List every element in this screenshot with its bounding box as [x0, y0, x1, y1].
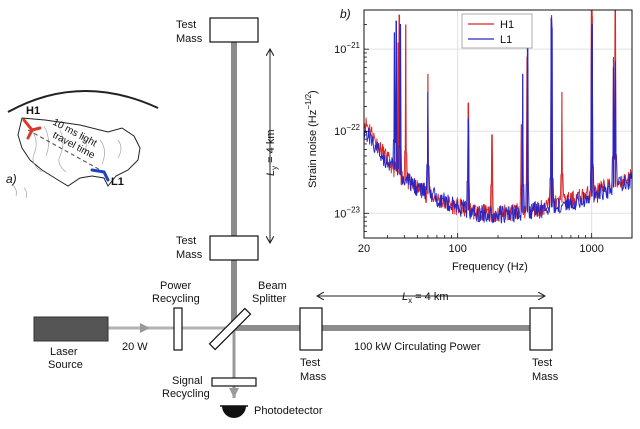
signal-recycling-label-1: Signal: [172, 375, 203, 387]
signal-recycling-label-2: Recycling: [162, 388, 210, 400]
test-mass-left-x: [299, 307, 323, 351]
globe-horizon-arc: [7, 89, 159, 113]
l1-site-label: L1: [111, 176, 124, 188]
laser-source-label-1: Laser: [50, 346, 78, 358]
terrain-relief: [11, 125, 122, 199]
power-recycling-label-2: Recycling: [152, 293, 200, 305]
legend-box: [461, 13, 533, 49]
panel-label-a: a): [6, 172, 17, 186]
us-map-panel: 10 ms light travel time H1 L1 a): [6, 89, 159, 199]
chart-series: [364, 10, 632, 224]
series-line-h1: [364, 10, 632, 223]
chart-y-axis-label: Strain noise (Hz−1/2): [304, 90, 319, 188]
circulating-power-label: 100 kW Circulating Power: [354, 341, 481, 353]
chart-x-axis-label: Frequency (Hz): [452, 261, 528, 273]
photodetector-icon: [222, 406, 246, 418]
lx-label: Lx = 4 km: [402, 291, 449, 305]
test-mass-middle-label-2: Mass: [176, 249, 203, 261]
panel-label-b: b): [340, 7, 351, 21]
test-mass-end-x-label-2: Mass: [532, 371, 559, 383]
power-recycling-label-1: Power: [160, 280, 192, 292]
ly-label: Ly = 4 km: [265, 130, 279, 177]
laser-source: [33, 316, 109, 342]
laser-source-label-2: Source: [48, 359, 83, 371]
strain-noise-chart: b) 20 100 1000 10−23 10−22 10−21 Frequency (H…: [304, 7, 633, 273]
test-mass-top-label-2: Mass: [176, 33, 203, 45]
photodetector-label: Photodetector: [254, 405, 323, 417]
y-tick-label: 10−21: [334, 41, 360, 56]
output-beam-arrow: [229, 388, 239, 398]
chart-legend: H1 L1: [461, 13, 533, 49]
test-mass-left-x-label-2: Mass: [300, 371, 327, 383]
signal-recycling-mirror: [211, 377, 257, 387]
h1-site-label: H1: [26, 105, 40, 117]
y-tick-label: 10−23: [334, 205, 360, 220]
x-tick-label: 20: [358, 243, 370, 255]
test-mass-top-label-1: Test: [176, 19, 196, 31]
test-mass-middle-label-1: Test: [176, 235, 196, 247]
beam-splitter-label-2: Splitter: [252, 293, 287, 305]
legend-label-h1: H1: [500, 19, 514, 31]
legend-label-l1: L1: [500, 34, 512, 46]
x-tick-label: 1000: [579, 243, 603, 255]
power-recycling-mirror: [173, 307, 183, 351]
chart-ticks: 20 100 1000 10−23 10−22 10−21: [334, 9, 633, 255]
h1-detector-icon: [22, 118, 42, 140]
input-beam-arrow: [140, 323, 150, 333]
beam-splitter: [208, 307, 252, 351]
light-travel-path: [27, 129, 105, 173]
test-mass-end-x-label-1: Test: [532, 357, 552, 369]
laser-power-label: 20 W: [122, 341, 148, 353]
test-mass-left-x-label-1: Test: [300, 357, 320, 369]
series-line-l1: [364, 17, 632, 224]
beam-splitter-label-1: Beam: [258, 280, 287, 292]
test-mass-top: [209, 17, 259, 43]
y-tick-label: 10−22: [334, 123, 360, 138]
l1-detector-icon: [90, 168, 110, 182]
x-tick-label: 100: [448, 243, 466, 255]
test-mass-end-x: [529, 307, 553, 351]
interferometer-diagram: Test Mass Test Mass Ly = 4 km Test Mass …: [33, 17, 559, 418]
test-mass-middle: [209, 235, 259, 261]
